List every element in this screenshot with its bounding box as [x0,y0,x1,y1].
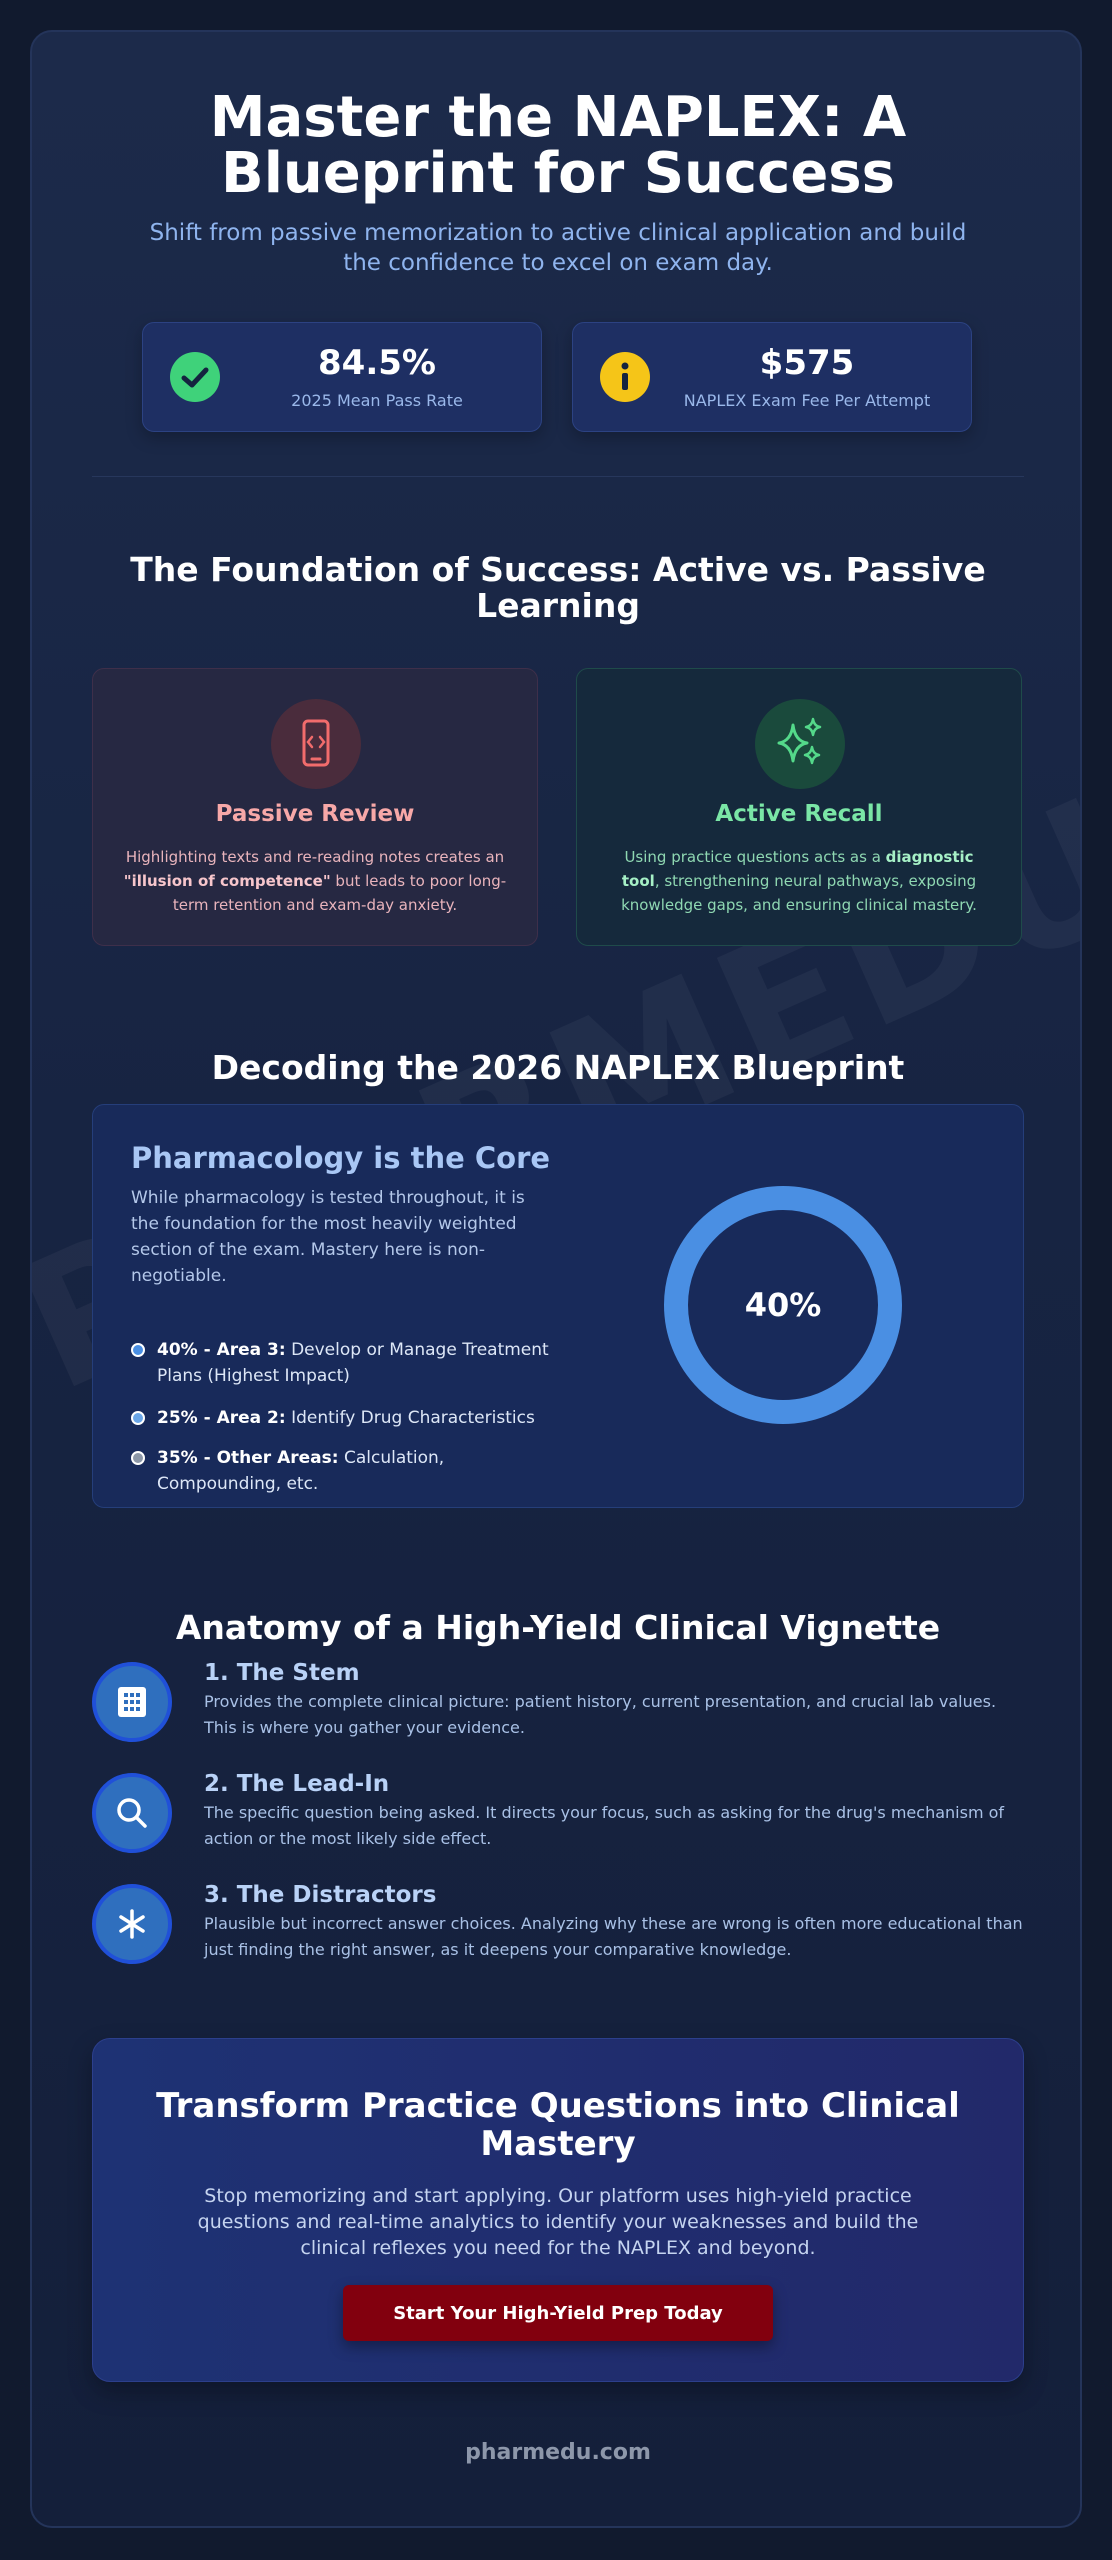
cta-title: Transform Practice Questions into Clinic… [156,2086,960,2164]
donut-label: 40% [744,1286,822,1324]
active-recall-title: Active Recall [715,801,883,827]
step-text: The specific question being asked. It di… [204,1803,1005,1848]
anatomy-title: Anatomy of a High-Yield Clinical Vignett… [175,1608,941,1647]
donut-ring [664,1186,902,1424]
start-prep-button[interactable]: Start Your High-Yield Prep Today [343,2285,773,2341]
step-text: Provides the complete clinical picture: … [204,1692,997,1737]
divider [92,476,1024,477]
stat-label: 2025 Mean Pass Rate [291,391,463,410]
check-icon [170,352,220,402]
legend-dot [131,1343,145,1357]
stat-card-pass-rate: 84.5% 2025 Mean Pass Rate [142,322,542,432]
phone-swipe-icon [271,699,361,789]
passive-review-title: Passive Review [215,801,415,827]
sparkles-icon [755,699,845,789]
info-icon [600,352,650,402]
blueprint-card-text: While pharmacology is tested throughout,… [131,1188,525,1286]
passive-review-panel: Passive Review Highlighting texts and re… [92,668,538,946]
building-icon [92,1662,172,1742]
stat-label: NAPLEX Exam Fee Per Attempt [683,391,931,410]
step-title: 3. The Distractors [204,1882,437,1908]
cta-card: Transform Practice Questions into Clinic… [92,2038,1024,2382]
passive-review-text: Highlighting texts and re-reading notes … [123,848,507,914]
page-subtitle: Shift from passive memorization to activ… [149,220,967,276]
active-recall-text: Using practice questions acts as a diagn… [621,848,977,914]
search-icon [92,1773,172,1853]
page-title: Master the NAPLEX: A Blueprint for Succe… [209,85,907,206]
stat-value: 84.5% [318,343,436,383]
step-title: 2. The Lead-In [204,1771,390,1797]
asterisk-icon [92,1884,172,1964]
footer-site-link[interactable]: pharmedu.com [465,2440,651,2465]
blueprint-donut-chart [664,1186,902,1424]
blueprint-title: Decoding the 2026 NAPLEX Blueprint [211,1048,905,1087]
cta-text: Stop memorizing and start applying. Our … [197,2185,919,2259]
step-title: 1. The Stem [204,1660,360,1686]
active-recall-panel: Active Recall Using practice questions a… [576,668,1022,946]
legend-dot [131,1411,145,1425]
foundation-title: The Foundation of Success: Active vs. Pa… [130,550,986,625]
stat-value: $575 [759,343,855,383]
step-text: Plausible but incorrect answer choices. … [204,1914,1023,1959]
legend-dot [131,1451,145,1465]
infographic-card: PHARMEDU.COM Master the NAPLEX: A Bluepr… [30,30,1082,2528]
blueprint-card: Pharmacology is the Core While pharmacol… [92,1104,1024,1508]
stat-card-exam-fee: $575 NAPLEX Exam Fee Per Attempt [572,322,972,432]
blueprint-card-title: Pharmacology is the Core [131,1141,551,1175]
